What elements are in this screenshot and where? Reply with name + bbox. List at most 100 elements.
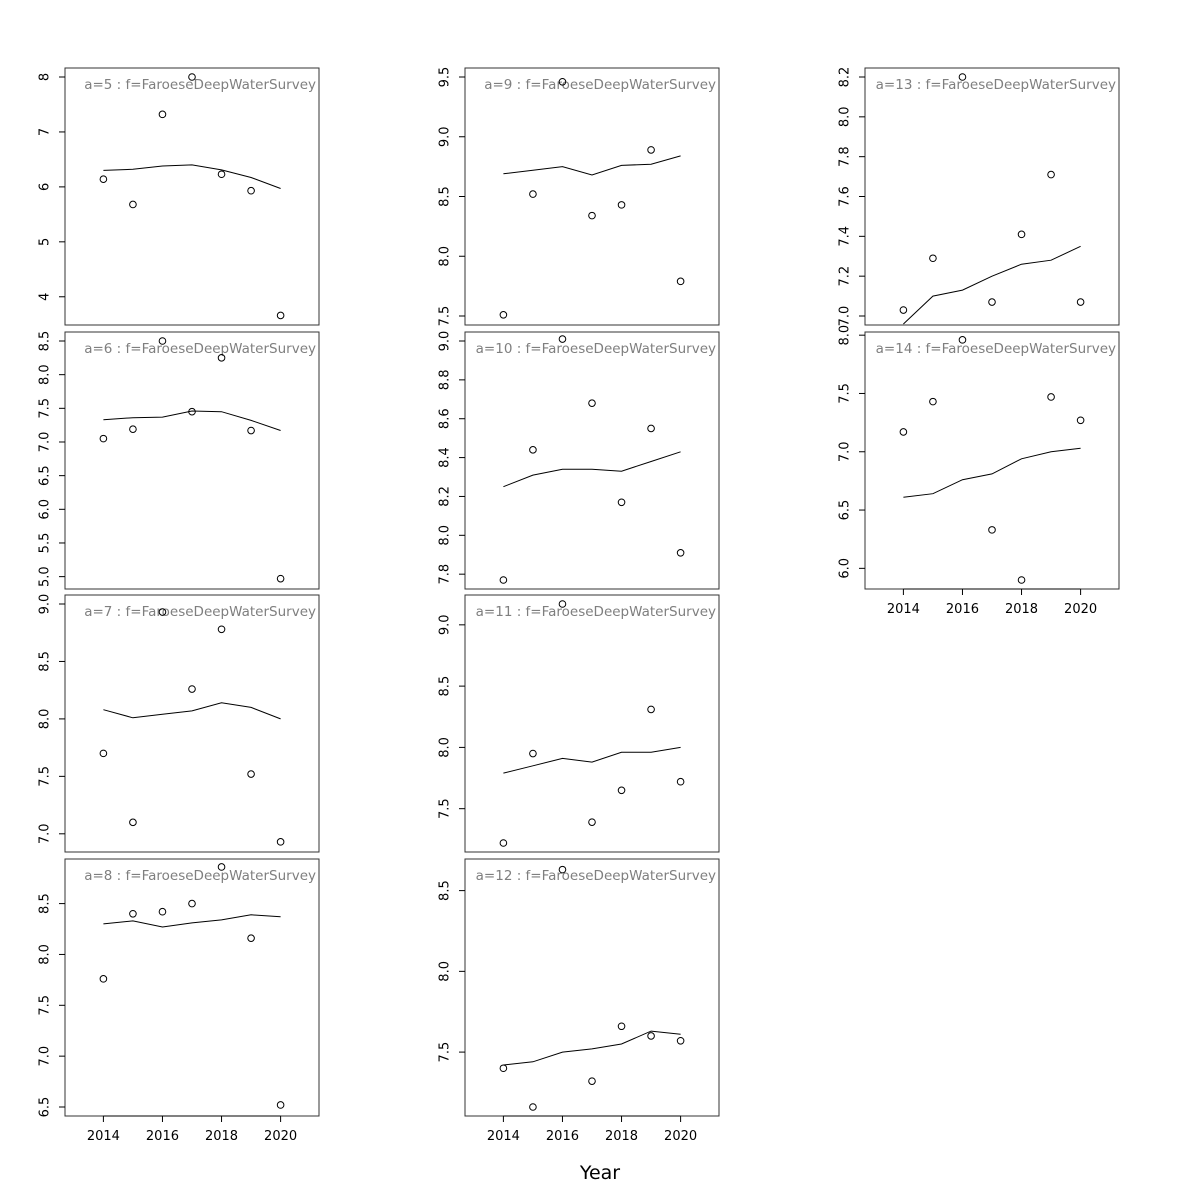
data-point [958,73,967,81]
data-point [676,548,685,557]
data-point [529,446,537,454]
x-tick-label: 2018 [605,1129,638,1144]
panel-10: 6.0 6.5 7.0 7.5 8.0 a=14 : f=FaroeseDeepWater… [838,325,1120,617]
data-point [276,311,285,320]
data-point [276,574,285,583]
y-tick-label: 8.5 [438,676,453,697]
y-tick-label: 8.0 [38,944,53,965]
data-point [499,311,508,319]
data-point [247,426,255,435]
data-point [1017,576,1026,584]
data-point [647,146,655,154]
data-point [617,1022,626,1031]
data-point [676,1036,685,1045]
x-tick-label: 2014 [487,1129,520,1144]
y-tick-label: 8.0 [438,737,453,758]
data-point [499,839,508,847]
y-tick-label: 8.5 [438,880,453,901]
panel-title: a=13 : f=FaroeseDeepWaterSurvey [876,77,1116,93]
y-tick-label: 8.0 [438,961,453,982]
data-point [247,186,255,195]
y-tick-label: 4 [38,293,53,301]
data-point [217,625,226,634]
fitted-line [503,1030,681,1066]
y-tick-label: 8.8 [438,370,453,391]
y-tick-label: 7.2 [838,266,853,287]
y-tick-label: 8.4 [438,447,453,468]
panel-title: a=10 : f=FaroeseDeepWaterSurvey [476,341,716,357]
panel-title: a=8 : f=FaroeseDeepWaterSurvey [84,868,316,884]
data-point [647,705,655,714]
x-tick-label: 2020 [264,1129,297,1144]
panel-frame [64,594,320,853]
y-tick-label: 7.0 [38,432,53,453]
data-point [588,399,596,407]
data-point [247,770,255,778]
y-tick-label: 7 [38,128,53,136]
data-point [217,863,226,871]
chart-panels: 4 5 6 7 8 a=5 : f=FaroeseDeepWaterSurvey 5.05.… [38,67,1120,1144]
data-point [529,749,537,758]
x-tick-label: 2016 [146,1129,179,1144]
x-tick-label: 2014 [87,1129,120,1144]
panel-9: 7.0 7.2 7.4 7.6 7.8 8.0 8.2 a=13 : f=FaroeseDee… [838,67,1120,327]
data-point [188,407,196,416]
y-tick-label: 8.0 [38,709,53,730]
fitted-line [103,914,281,928]
y-tick-label: 8 [38,73,53,81]
data-point [899,306,908,314]
y-tick-label: 7.8 [838,146,853,167]
data-point [158,907,167,916]
y-tick-label: 9.0 [438,126,453,147]
data-point [899,428,908,436]
panel-7: 7.5 8.0 8.5 9.0 a=11 : f=FaroeseDeepWaterSur… [438,594,720,853]
y-tick-label: 8.0 [38,364,53,385]
data-point [617,498,626,507]
y-tick-label: 6.5 [838,500,853,521]
panel-title: a=9 : f=FaroeseDeepWaterSurvey [484,77,716,93]
data-point [676,277,685,286]
data-point [558,77,567,86]
panel-2: 5.0 5.5 6.0 6.5 7.0 7.5 8.0 8.5 a=6 : f=FaroeseD… [38,331,320,590]
y-tick-label: 6 [38,183,53,191]
fitted-line [903,245,1081,325]
y-tick-label: 8.6 [438,408,453,429]
data-point [1017,230,1026,239]
y-tick-label: 7.0 [38,1046,53,1067]
fitted-line [903,447,1081,498]
y-tick-label: 7.0 [838,306,853,327]
data-point [588,1077,596,1085]
fitted-line [103,702,281,720]
data-point [99,175,108,183]
fitted-line [103,164,281,189]
panel-1: 4 5 6 7 8 a=5 : f=FaroeseDeepWaterSurvey [38,67,320,326]
fitted-line [103,410,281,431]
data-point [1047,170,1055,179]
y-tick-label: 7.5 [438,306,453,327]
y-tick-label: 5 [38,238,53,246]
panel-title: a=5 : f=FaroeseDeepWaterSurvey [84,77,316,93]
panel-title: a=7 : f=FaroeseDeepWaterSurvey [84,604,316,620]
panel-frame [464,331,720,590]
panel-title: a=6 : f=FaroeseDeepWaterSurvey [84,341,316,357]
data-point [188,899,196,908]
y-tick-label: 9.0 [438,614,453,635]
data-point [558,600,567,608]
panel-title: a=12 : f=FaroeseDeepWaterSurvey [476,868,716,884]
data-point [158,337,167,345]
data-point [188,685,196,693]
fitted-line [503,451,681,488]
y-tick-label: 9.0 [438,331,453,352]
data-point [499,1064,508,1073]
fitted-line [503,155,681,176]
data-point [558,865,567,874]
panel-8: 7.5 8.0 8.5 a=12 : f=FaroeseDeepWaterSurvey… [438,858,720,1144]
data-point [247,934,255,942]
y-tick-label: 8.0 [438,246,453,267]
data-point [276,838,285,846]
y-tick-label: 8.5 [438,186,453,207]
data-point [217,170,226,179]
x-tick-label: 2016 [946,602,979,617]
data-point [558,335,567,343]
data-point [617,786,626,795]
